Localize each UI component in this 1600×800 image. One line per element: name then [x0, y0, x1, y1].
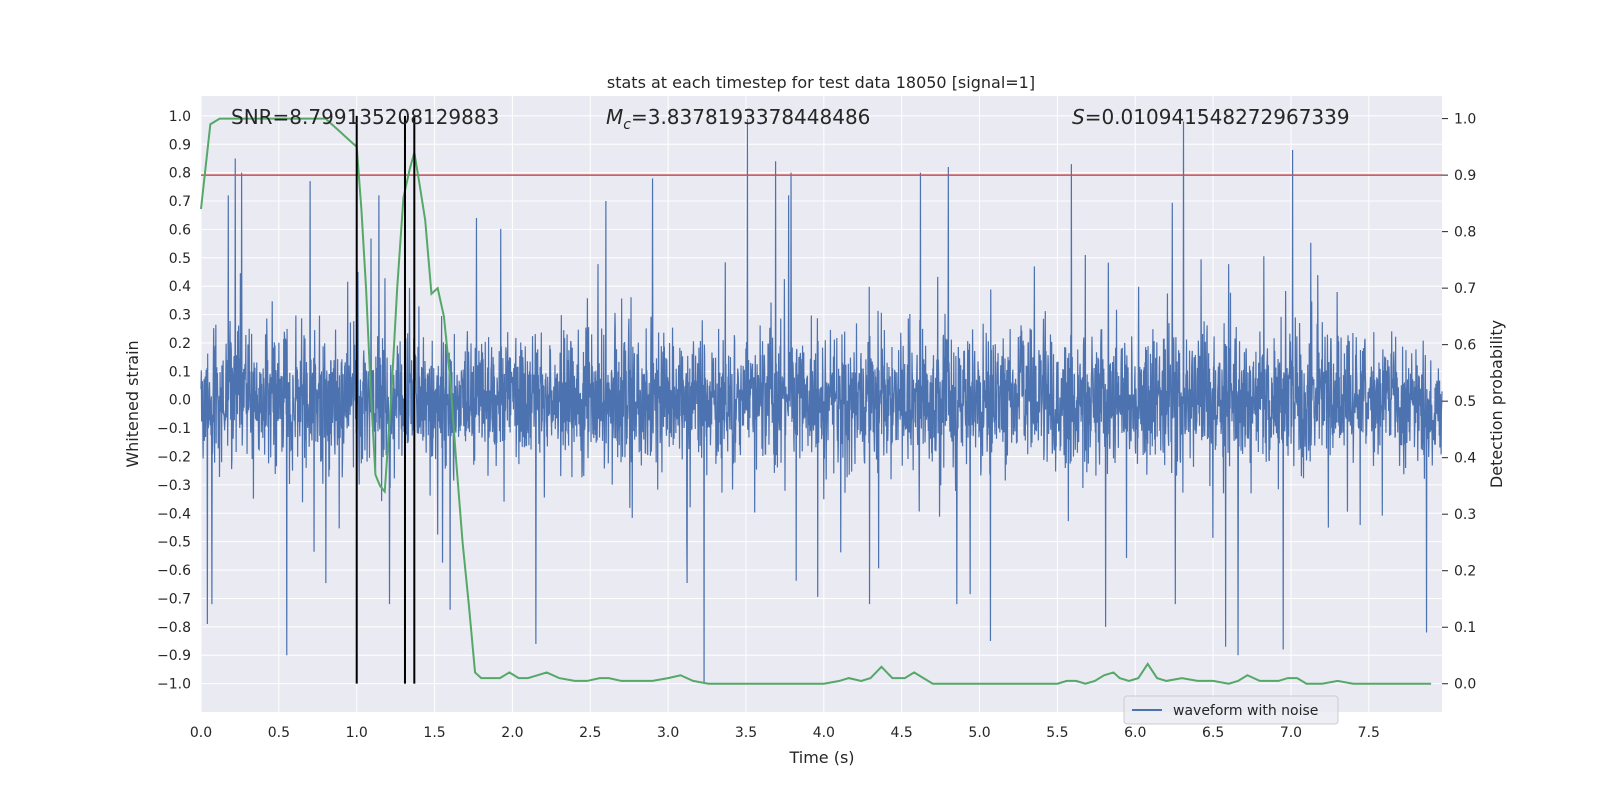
x-tick-label: 3.5 — [735, 725, 757, 741]
x-tick-label: 2.5 — [579, 725, 601, 741]
legend-label: waveform with noise — [1173, 703, 1318, 719]
x-tick-label: 5.0 — [968, 725, 990, 741]
y-right-ticks: 1.0 0.9 0.8 0.7 0.6 0.5 0.4 0.3 0.2 0.1 0.0 — [1442, 112, 1476, 693]
y-right-tick-label: 0.9 — [1454, 168, 1476, 184]
y-left-tick-label: 0.9 — [169, 137, 191, 153]
y-left-tick-label: −0.1 — [157, 421, 191, 437]
y-left-tick-label: 0.4 — [169, 279, 191, 295]
y-left-tick-label: 0.7 — [169, 194, 191, 210]
probability-line — [200, 117, 1432, 685]
x-tick-label: 1.0 — [346, 725, 368, 741]
x-tick-label: 6.0 — [1124, 725, 1146, 741]
mc-symbol: M — [606, 105, 623, 129]
y-right-tick-label: 0.3 — [1454, 507, 1476, 523]
y-left-tick-label: −0.8 — [157, 620, 191, 636]
probability-series — [200, 117, 1432, 685]
legend-box — [1123, 695, 1339, 725]
x-ticks: 0.0 0.5 1.0 1.5 2.0 2.5 3.0 3.5 4.0 4.5 5.0 5.5 6.0 6… — [190, 725, 1380, 741]
x-tick-label: 7.5 — [1358, 725, 1380, 741]
mc-subscript: c — [623, 117, 631, 133]
y-left-axis-label: Whitened strain — [123, 340, 142, 467]
x-tick-label: 5.5 — [1046, 725, 1068, 741]
x-tick-label: 2.0 — [501, 725, 523, 741]
y-left-ticks: 1.0 0.9 0.8 0.7 0.6 0.5 0.4 0.3 0.2 0.1 0.0 −0.1 −0.… — [157, 109, 191, 693]
y-left-tick-label: −0.6 — [157, 563, 191, 579]
y-left-tick-label: −0.3 — [157, 478, 191, 494]
y-left-tick-label: −0.4 — [157, 506, 191, 522]
x-tick-label: 3.0 — [657, 725, 679, 741]
y-left-tick-label: 0.2 — [169, 336, 191, 352]
y-left-tick-label: 1.0 — [169, 109, 191, 125]
x-tick-label: 1.5 — [423, 725, 445, 741]
y-right-tick-label: 0.0 — [1454, 677, 1476, 693]
mc-value: =3.8378193378448486 — [631, 105, 870, 129]
x-tick-label: 0.0 — [190, 725, 212, 741]
y-left-tick-label: 0.5 — [169, 251, 191, 267]
y-right-tick-label: 0.5 — [1454, 394, 1476, 410]
y-left-tick-label: 0.1 — [169, 364, 191, 380]
y-left-tick-label: −0.2 — [157, 450, 191, 466]
s-value: =0.010941548272967339 — [1085, 105, 1350, 129]
y-left-tick-label: −0.5 — [157, 535, 191, 551]
y-right-tick-label: 0.1 — [1454, 620, 1476, 636]
s-annotation: S=0.010941548272967339 — [1072, 105, 1350, 129]
y-right-tick-label: 0.4 — [1454, 451, 1476, 467]
chart-title: stats at each timestep for test data 180… — [607, 73, 1035, 92]
s-symbol: S — [1072, 105, 1085, 129]
y-right-tick-label: 0.7 — [1454, 281, 1476, 297]
y-right-tick-label: 0.6 — [1454, 338, 1476, 354]
x-tick-label: 4.5 — [891, 725, 913, 741]
y-left-tick-label: −1.0 — [157, 677, 191, 693]
snr-annotation: SNR=8.799135208129883 — [231, 105, 499, 129]
y-right-tick-label: 1.0 — [1454, 112, 1476, 128]
x-tick-label: 6.5 — [1202, 725, 1224, 741]
y-left-tick-label: −0.7 — [157, 591, 191, 607]
y-left-tick-label: 0.0 — [169, 393, 191, 409]
y-right-tick-label: 0.2 — [1454, 564, 1476, 580]
y-left-tick-label: 0.6 — [169, 222, 191, 238]
event-lines — [355, 115, 416, 684]
x-tick-label: 7.0 — [1280, 725, 1302, 741]
waveform-series — [200, 118, 1443, 684]
x-tick-label: 0.5 — [268, 725, 290, 741]
waveform-line — [200, 118, 1443, 684]
y-left-tick-label: −0.9 — [157, 648, 191, 664]
y-left-tick-label: 0.3 — [169, 308, 191, 324]
x-axis-label: Time (s) — [788, 748, 854, 767]
mc-annotation: Mc=3.8378193378448486 — [606, 105, 870, 133]
legend: waveform with noise — [1123, 695, 1339, 725]
y-right-tick-label: 0.8 — [1454, 225, 1476, 241]
y-left-tick-label: 0.8 — [169, 166, 191, 182]
y-right-axis-label: Detection probability — [1487, 320, 1506, 488]
x-tick-label: 4.0 — [813, 725, 835, 741]
